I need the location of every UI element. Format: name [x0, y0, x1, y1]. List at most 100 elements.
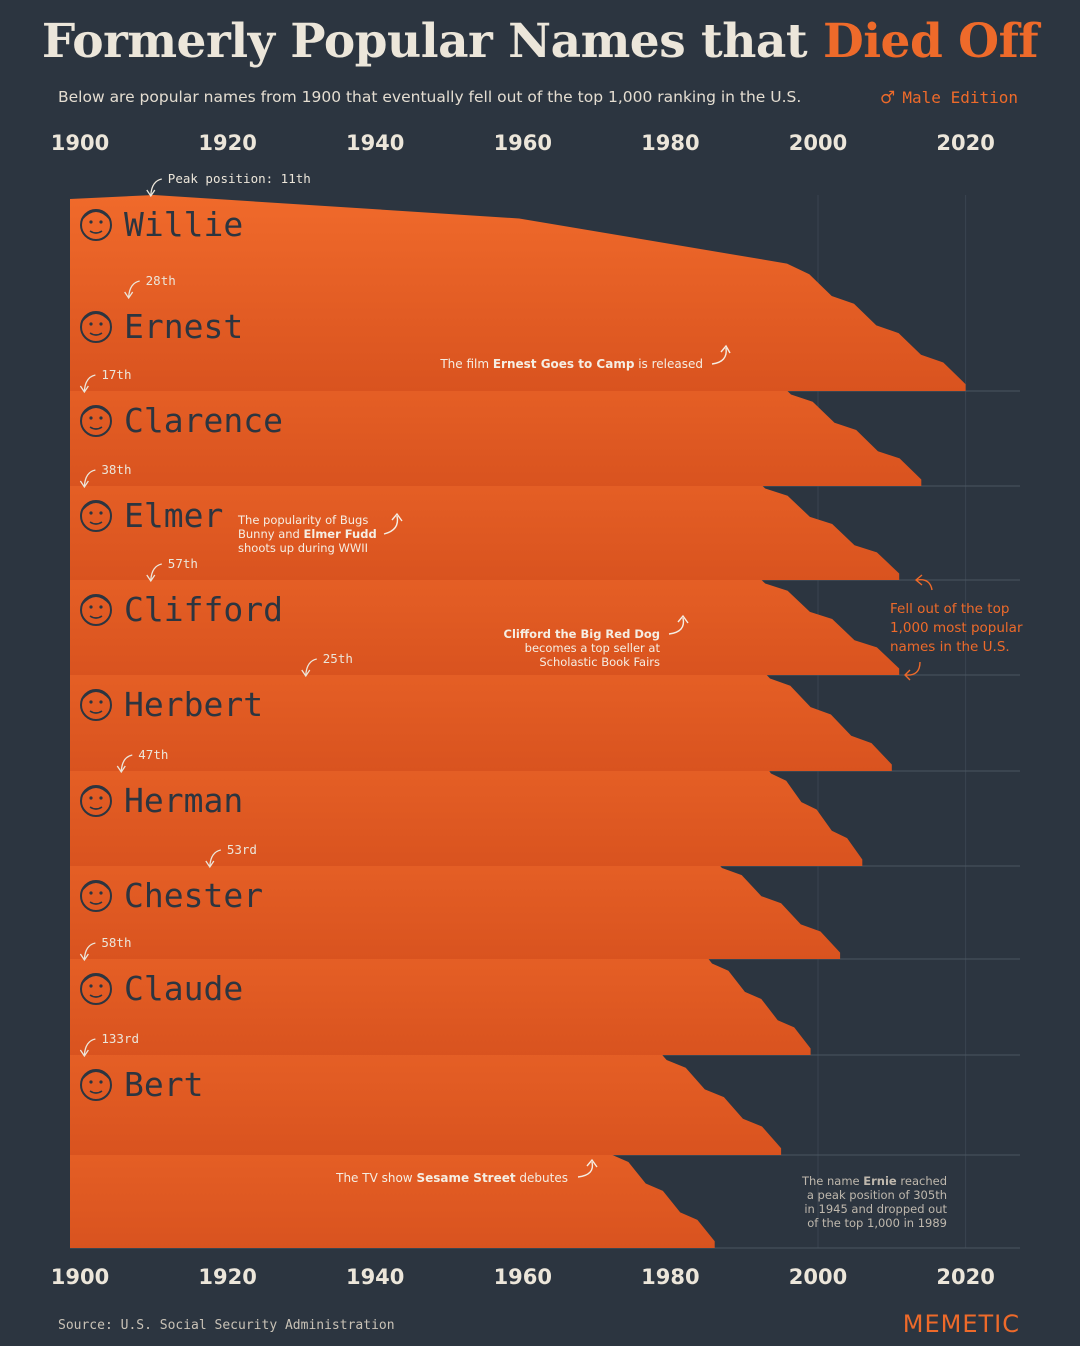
series-name-label: Herman [124, 781, 243, 820]
x-tick-label: 1920 [198, 1265, 257, 1289]
peak-arrowhead [79, 385, 89, 394]
face-icon [80, 209, 112, 241]
peak-position-label: 57th [168, 556, 198, 571]
x-tick-label: 2000 [788, 1265, 848, 1289]
series-name-label: Herbert [124, 685, 263, 724]
x-tick-label: 2000 [788, 131, 848, 155]
x-tick-label: 1900 [50, 131, 110, 155]
peak-arrow [83, 469, 96, 487]
x-tick-label: 2020 [936, 131, 995, 155]
annotation-bert: The TV show Sesame Street debutes [335, 1171, 568, 1185]
peak-position-label: Peak position: 11th [168, 171, 311, 186]
annotation-ernest: The film Ernest Goes to Camp is released [439, 357, 703, 371]
title-accent: Died Off [822, 14, 1039, 69]
annotation-arrow-elmer [383, 515, 399, 535]
peak-arrow [128, 280, 140, 298]
annotation-arrow-fell-out-down [905, 661, 921, 676]
face-icon [80, 785, 112, 817]
peak-arrowhead [124, 291, 134, 300]
series-name-label: Elmer [124, 496, 223, 535]
annotation-fell-out-line1: Fell out of the top [890, 601, 1009, 617]
annotation-arrowhead-ernest [720, 344, 731, 354]
series-name-label: Ernest [124, 307, 243, 346]
peak-arrow [120, 754, 133, 772]
annotation-ernie-line4: of the top 1,000 in 1989 [807, 1216, 947, 1230]
peak-position-label: 17th [101, 367, 131, 382]
annotation-clifford-line2: becomes a top seller at [525, 641, 661, 655]
peak-arrowhead [205, 860, 215, 869]
series-name-label: Bert [124, 1065, 203, 1104]
annotation-ernie-line3: in 1945 and dropped out [804, 1202, 947, 1216]
area-band-willie [70, 195, 966, 391]
peak-position-label: 38th [101, 462, 131, 477]
peak-arrowhead [146, 189, 156, 198]
male-symbol-icon: ♂ [881, 86, 895, 111]
page-subtitle: Below are popular names from 1900 that e… [58, 88, 802, 106]
peak-arrow [150, 563, 162, 581]
annotation-fell-out-line3: names in the U.S. [890, 639, 1010, 655]
annotation-arrowhead-elmer [391, 512, 403, 522]
x-tick-label: 1920 [198, 131, 257, 155]
x-tick-label: 1940 [345, 131, 405, 155]
annotation-ernie-line1: The name Ernie reached [801, 1174, 947, 1188]
face-icon [80, 973, 112, 1005]
peak-arrowhead [146, 574, 156, 583]
peak-arrow [83, 1038, 96, 1056]
title-main: Formerly Popular Names that [41, 14, 823, 69]
annotation-elmer-line2: Bunny and Elmer Fudd [238, 527, 377, 541]
page-title: Formerly Popular Names that Died Off [0, 14, 1080, 69]
peak-arrow [83, 942, 96, 960]
annotation-clifford-line3: Scholastic Book Fairs [539, 655, 660, 669]
series-name-label: Claude [124, 969, 243, 1008]
annotation-arrowhead-bert [586, 1158, 598, 1168]
edition-text: Male Edition [902, 88, 1018, 107]
x-tick-label: 1980 [641, 1265, 700, 1289]
annotation-arrow-bert [577, 1161, 594, 1178]
annotation-elmer-line1: The popularity of Bugs [237, 513, 368, 527]
x-tick-label: 1960 [493, 1265, 553, 1289]
annotation-ernie-line2: a peak position of 305th [807, 1188, 947, 1202]
peak-position-label: 133rd [101, 1031, 139, 1046]
brand-logo: MEMETIC [902, 1310, 1020, 1338]
series-name-label: Willie [124, 205, 243, 244]
peak-position-label: 28th [146, 273, 176, 288]
face-icon [80, 689, 112, 721]
peak-arrowhead [79, 1049, 89, 1058]
face-icon [80, 500, 112, 532]
x-tick-label: 1940 [345, 1265, 405, 1289]
peak-arrow [150, 178, 162, 196]
series-name-label: Clifford [124, 590, 283, 629]
annotation-arrowhead-fell-out-down [904, 669, 911, 681]
annotation-arrow-ernest [711, 347, 727, 365]
source-note: Source: U.S. Social Security Administrat… [58, 1318, 395, 1333]
peak-position-label: 58th [101, 935, 131, 950]
annotation-arrow-clifford [668, 617, 685, 635]
peak-arrowhead [301, 669, 311, 678]
peak-arrow [83, 374, 96, 392]
series-name-label: Chester [124, 876, 263, 915]
face-icon [80, 880, 112, 912]
annotation-arrowhead-clifford [677, 614, 689, 624]
peak-arrow [209, 849, 222, 867]
annotation-arrow-fell-out-up [916, 579, 933, 591]
series-name-label: Clarence [124, 401, 283, 440]
x-tick-label: 1960 [493, 131, 553, 155]
annotation-elmer-line3: shoots up during WWII [238, 541, 368, 555]
face-icon [80, 405, 112, 437]
peak-arrowhead [79, 953, 89, 962]
peak-arrow [305, 658, 317, 676]
x-tick-label: 1980 [641, 131, 700, 155]
annotation-clifford-line1: Clifford the Big Red Dog [504, 627, 660, 641]
peak-arrowhead [79, 480, 89, 489]
x-tick-label: 2020 [936, 1265, 995, 1289]
peak-position-label: 53rd [227, 842, 257, 857]
x-tick-label: 1900 [50, 1265, 110, 1289]
peak-arrowhead [116, 765, 126, 774]
annotation-fell-out-line2: 1,000 most popular [890, 620, 1023, 636]
face-icon [80, 311, 112, 343]
face-icon [80, 1069, 112, 1101]
edition-label: ♂ Male Edition [881, 86, 1018, 111]
face-icon [80, 594, 112, 626]
annotation-arrowhead-fell-out-up [914, 574, 923, 586]
